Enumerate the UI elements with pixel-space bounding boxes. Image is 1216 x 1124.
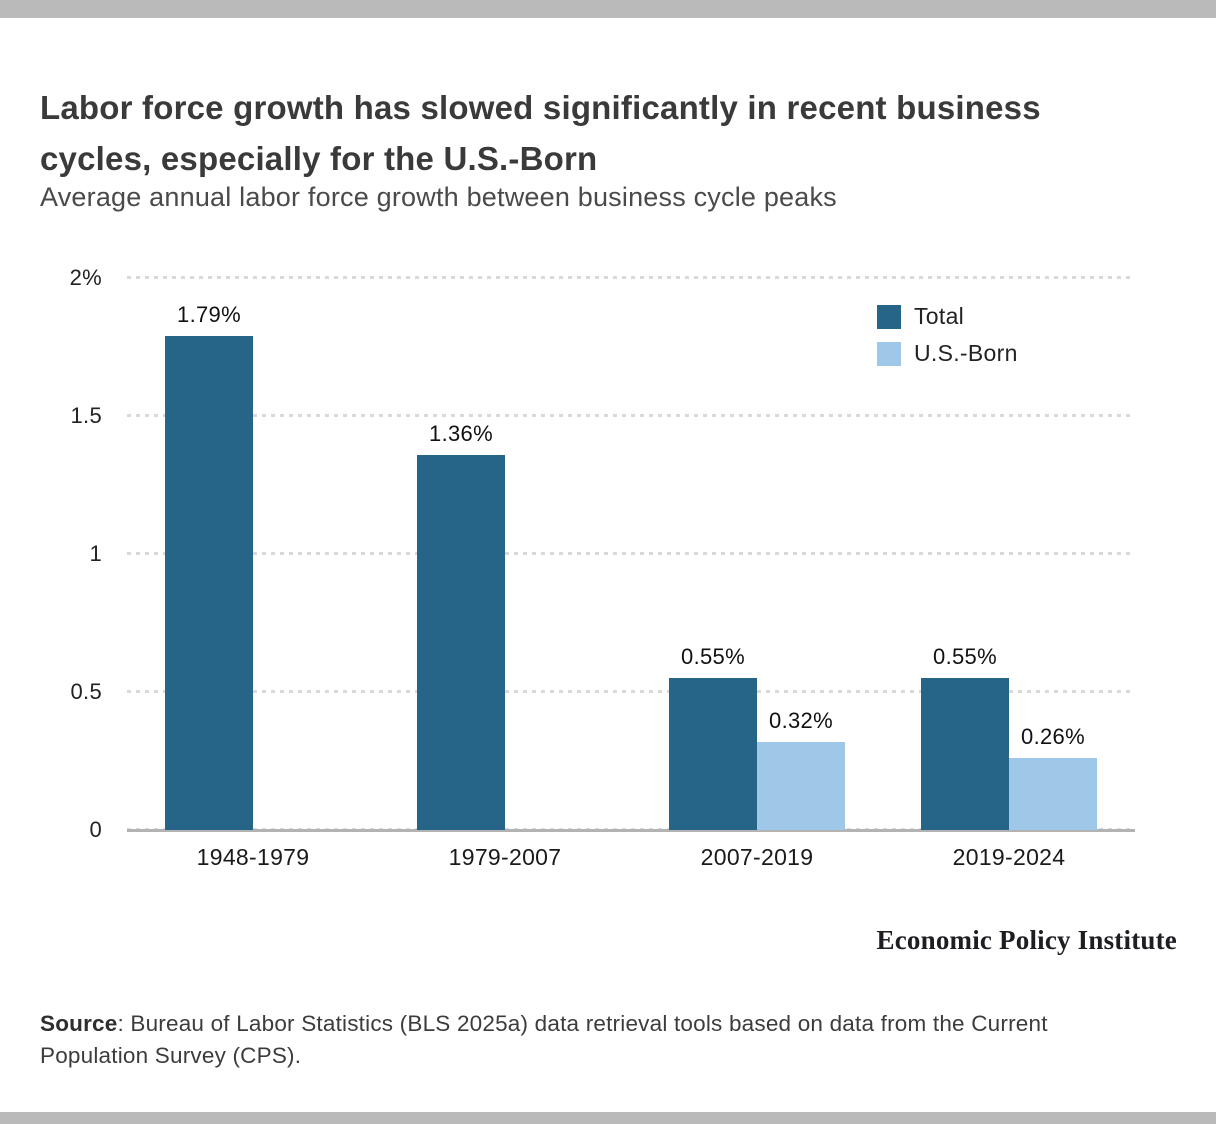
bar-total-1948-1979 [165,335,253,830]
y-axis-tick-label: 2% [69,265,102,290]
legend-item-total: Total [877,303,1018,330]
legend-item-usborn: U.S.-Born [877,340,1018,367]
x-axis-line [127,829,1135,832]
top-border-band [0,0,1216,18]
bar-total-2019-2024 [921,678,1009,830]
bar-value-label: 1.79% [177,301,241,327]
gridline-2pct [127,276,1135,279]
y-axis-tick-label: 0.5 [70,679,102,704]
bar-total-2007-2019 [669,678,757,830]
bottom-border-band [0,1112,1216,1124]
x-axis-category-label: 2019-2024 [952,844,1066,870]
gridline-0.5 [127,690,1135,693]
chart-subtitle: Average annual labor force growth betwee… [40,182,837,212]
gridline-1 [127,552,1135,555]
source-note: Source: Bureau of Labor Statistics (BLS … [40,1008,1160,1073]
source-label: Source [40,1010,118,1036]
legend: Total U.S.-Born [877,303,1018,377]
bar-value-label: 0.55% [933,644,997,670]
bar-chart: 2% 1.5 1 0.5 0 1.79% 1948-1979 1.36% 1979-2007 0.… [69,265,1135,870]
x-axis-category-label: 1948-1979 [196,844,310,870]
y-axis-tick-label: 1 [89,541,102,566]
chart-title: Labor force growth has slowed significan… [40,89,1041,178]
y-axis-tick-label: 0 [89,817,102,842]
bar-usborn-2019-2024 [1009,758,1097,830]
source-text: : Bureau of Labor Statistics (BLS 2025a)… [40,1010,1048,1069]
bar-total-1979-2007 [417,454,505,830]
legend-swatch-icon [877,341,901,366]
x-axis-category-label: 1979-2007 [448,844,562,870]
legend-label: Total [914,303,965,329]
epi-wordmark: Economic Policy Institute [876,925,1177,955]
bar-value-label: 0.32% [769,707,833,733]
legend-label: U.S.-Born [914,340,1018,366]
bar-value-label: 0.26% [1021,724,1085,750]
bar-value-label: 1.36% [429,420,493,446]
y-axis-tick-label: 1.5 [70,403,102,428]
legend-swatch-icon [877,304,901,329]
x-axis-category-label: 2007-2019 [700,844,814,870]
bar-value-label: 0.55% [681,644,745,670]
bar-usborn-2007-2019 [757,741,845,830]
gridline-1.5 [127,414,1135,417]
